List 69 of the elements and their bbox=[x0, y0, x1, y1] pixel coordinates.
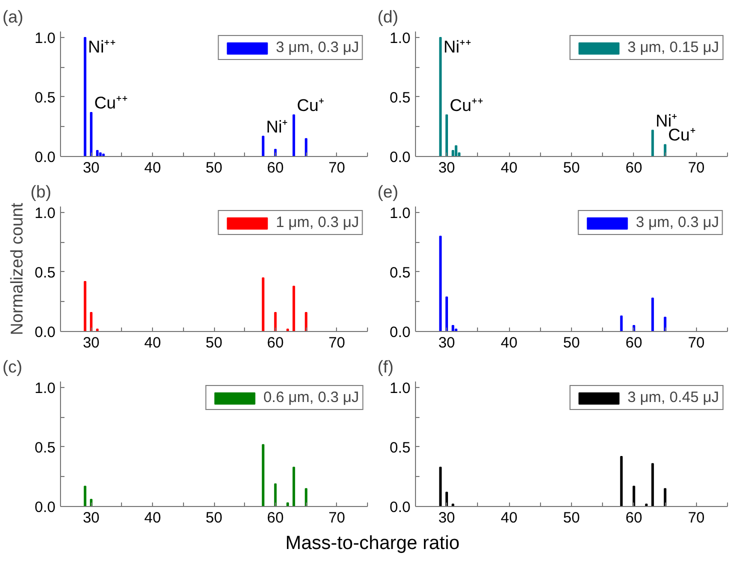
y-tick-label: 0.5 bbox=[390, 439, 411, 456]
x-tick-label: 50 bbox=[563, 510, 580, 526]
annotation: Cu⁺⁺ bbox=[450, 96, 484, 115]
y-axis-title: Normalized count bbox=[8, 202, 27, 336]
x-tick-label: 60 bbox=[626, 510, 642, 526]
annotation: Ni⁺⁺ bbox=[88, 37, 116, 56]
x-tick-label: 60 bbox=[626, 160, 642, 176]
chart-title: (d) bbox=[378, 8, 398, 26]
x-tick-label: 30 bbox=[438, 510, 456, 526]
annotation: Cu⁺ bbox=[668, 126, 696, 145]
y-tick-label: 0.5 bbox=[390, 89, 411, 106]
y-tick-label: 0.5 bbox=[34, 439, 56, 456]
x-tick-label: 70 bbox=[328, 334, 346, 352]
y-tick-label: 1.0 bbox=[390, 30, 411, 47]
legend-label: 0.6 μm, 0.3 μJ bbox=[263, 389, 359, 406]
x-tick-label: 70 bbox=[328, 160, 346, 176]
y-tick-label: 1.0 bbox=[390, 380, 411, 397]
legend-label: 3 μm, 0.45 μJ bbox=[628, 389, 719, 406]
x-tick-label: 60 bbox=[267, 510, 284, 526]
x-tick-label: 50 bbox=[206, 160, 222, 176]
x-tick-label: 30 bbox=[82, 510, 100, 526]
x-tick-label: 60 bbox=[267, 160, 284, 176]
y-tick-label: 0.0 bbox=[34, 149, 56, 166]
x-axis-title: Mass-to-charge ratio bbox=[285, 532, 460, 556]
y-tick-label: 1.0 bbox=[34, 204, 56, 222]
legend-label: 3 μm, 0.3 μJ bbox=[636, 214, 719, 231]
x-tick-label: 50 bbox=[563, 334, 580, 352]
y-tick-label: 0.0 bbox=[390, 324, 411, 341]
y-tick-label: 0.0 bbox=[390, 499, 411, 516]
x-tick-label: 60 bbox=[267, 334, 284, 352]
x-tick-label: 40 bbox=[144, 160, 161, 176]
x-tick-label: 50 bbox=[563, 160, 580, 176]
y-tick-label: 0.0 bbox=[390, 149, 411, 166]
y-tick-label: 0.0 bbox=[34, 499, 56, 516]
annotation: Ni⁺ bbox=[266, 117, 288, 136]
x-tick-label: 70 bbox=[688, 160, 705, 176]
x-tick-label: 30 bbox=[82, 160, 100, 176]
y-tick-label: 0.5 bbox=[34, 264, 56, 282]
x-tick-label: 50 bbox=[206, 510, 222, 526]
x-tick-label: 50 bbox=[206, 334, 222, 352]
chart-title: (b) bbox=[30, 182, 52, 202]
x-tick-label: 40 bbox=[500, 160, 518, 176]
x-tick-label: 30 bbox=[438, 160, 456, 176]
annotation: Cu⁺ bbox=[296, 96, 325, 115]
x-tick-label: 70 bbox=[328, 510, 346, 526]
y-tick-label: 1.0 bbox=[34, 30, 56, 47]
legend-label: 1 μm, 0.3 μJ bbox=[276, 214, 359, 231]
x-tick-label: 60 bbox=[626, 334, 642, 352]
chart-title: (c) bbox=[2, 358, 22, 376]
x-tick-label: 40 bbox=[144, 510, 161, 526]
annotation: Ni⁺⁺ bbox=[443, 37, 472, 56]
x-tick-label: 30 bbox=[82, 334, 100, 352]
x-tick-label: 40 bbox=[144, 334, 161, 352]
y-tick-label: 0.5 bbox=[34, 89, 56, 106]
legend-label: 3 μm, 0.3 μJ bbox=[276, 39, 359, 56]
y-tick-label: 0.5 bbox=[390, 264, 411, 282]
x-tick-label: 30 bbox=[438, 334, 456, 352]
y-tick-label: 0.0 bbox=[34, 324, 56, 341]
annotation: Cu⁺⁺ bbox=[94, 93, 128, 112]
chart-title: (a) bbox=[2, 8, 24, 26]
chart-title: (f) bbox=[378, 358, 394, 376]
x-tick-label: 40 bbox=[500, 334, 518, 352]
y-tick-label: 1.0 bbox=[34, 380, 56, 397]
x-tick-label: 40 bbox=[500, 510, 518, 526]
legend-label: 3 μm, 0.15 μJ bbox=[628, 39, 719, 56]
x-tick-label: 70 bbox=[688, 334, 705, 352]
y-tick-label: 1.0 bbox=[390, 204, 411, 222]
x-tick-label: 70 bbox=[688, 510, 705, 526]
chart-title: (e) bbox=[378, 182, 398, 202]
